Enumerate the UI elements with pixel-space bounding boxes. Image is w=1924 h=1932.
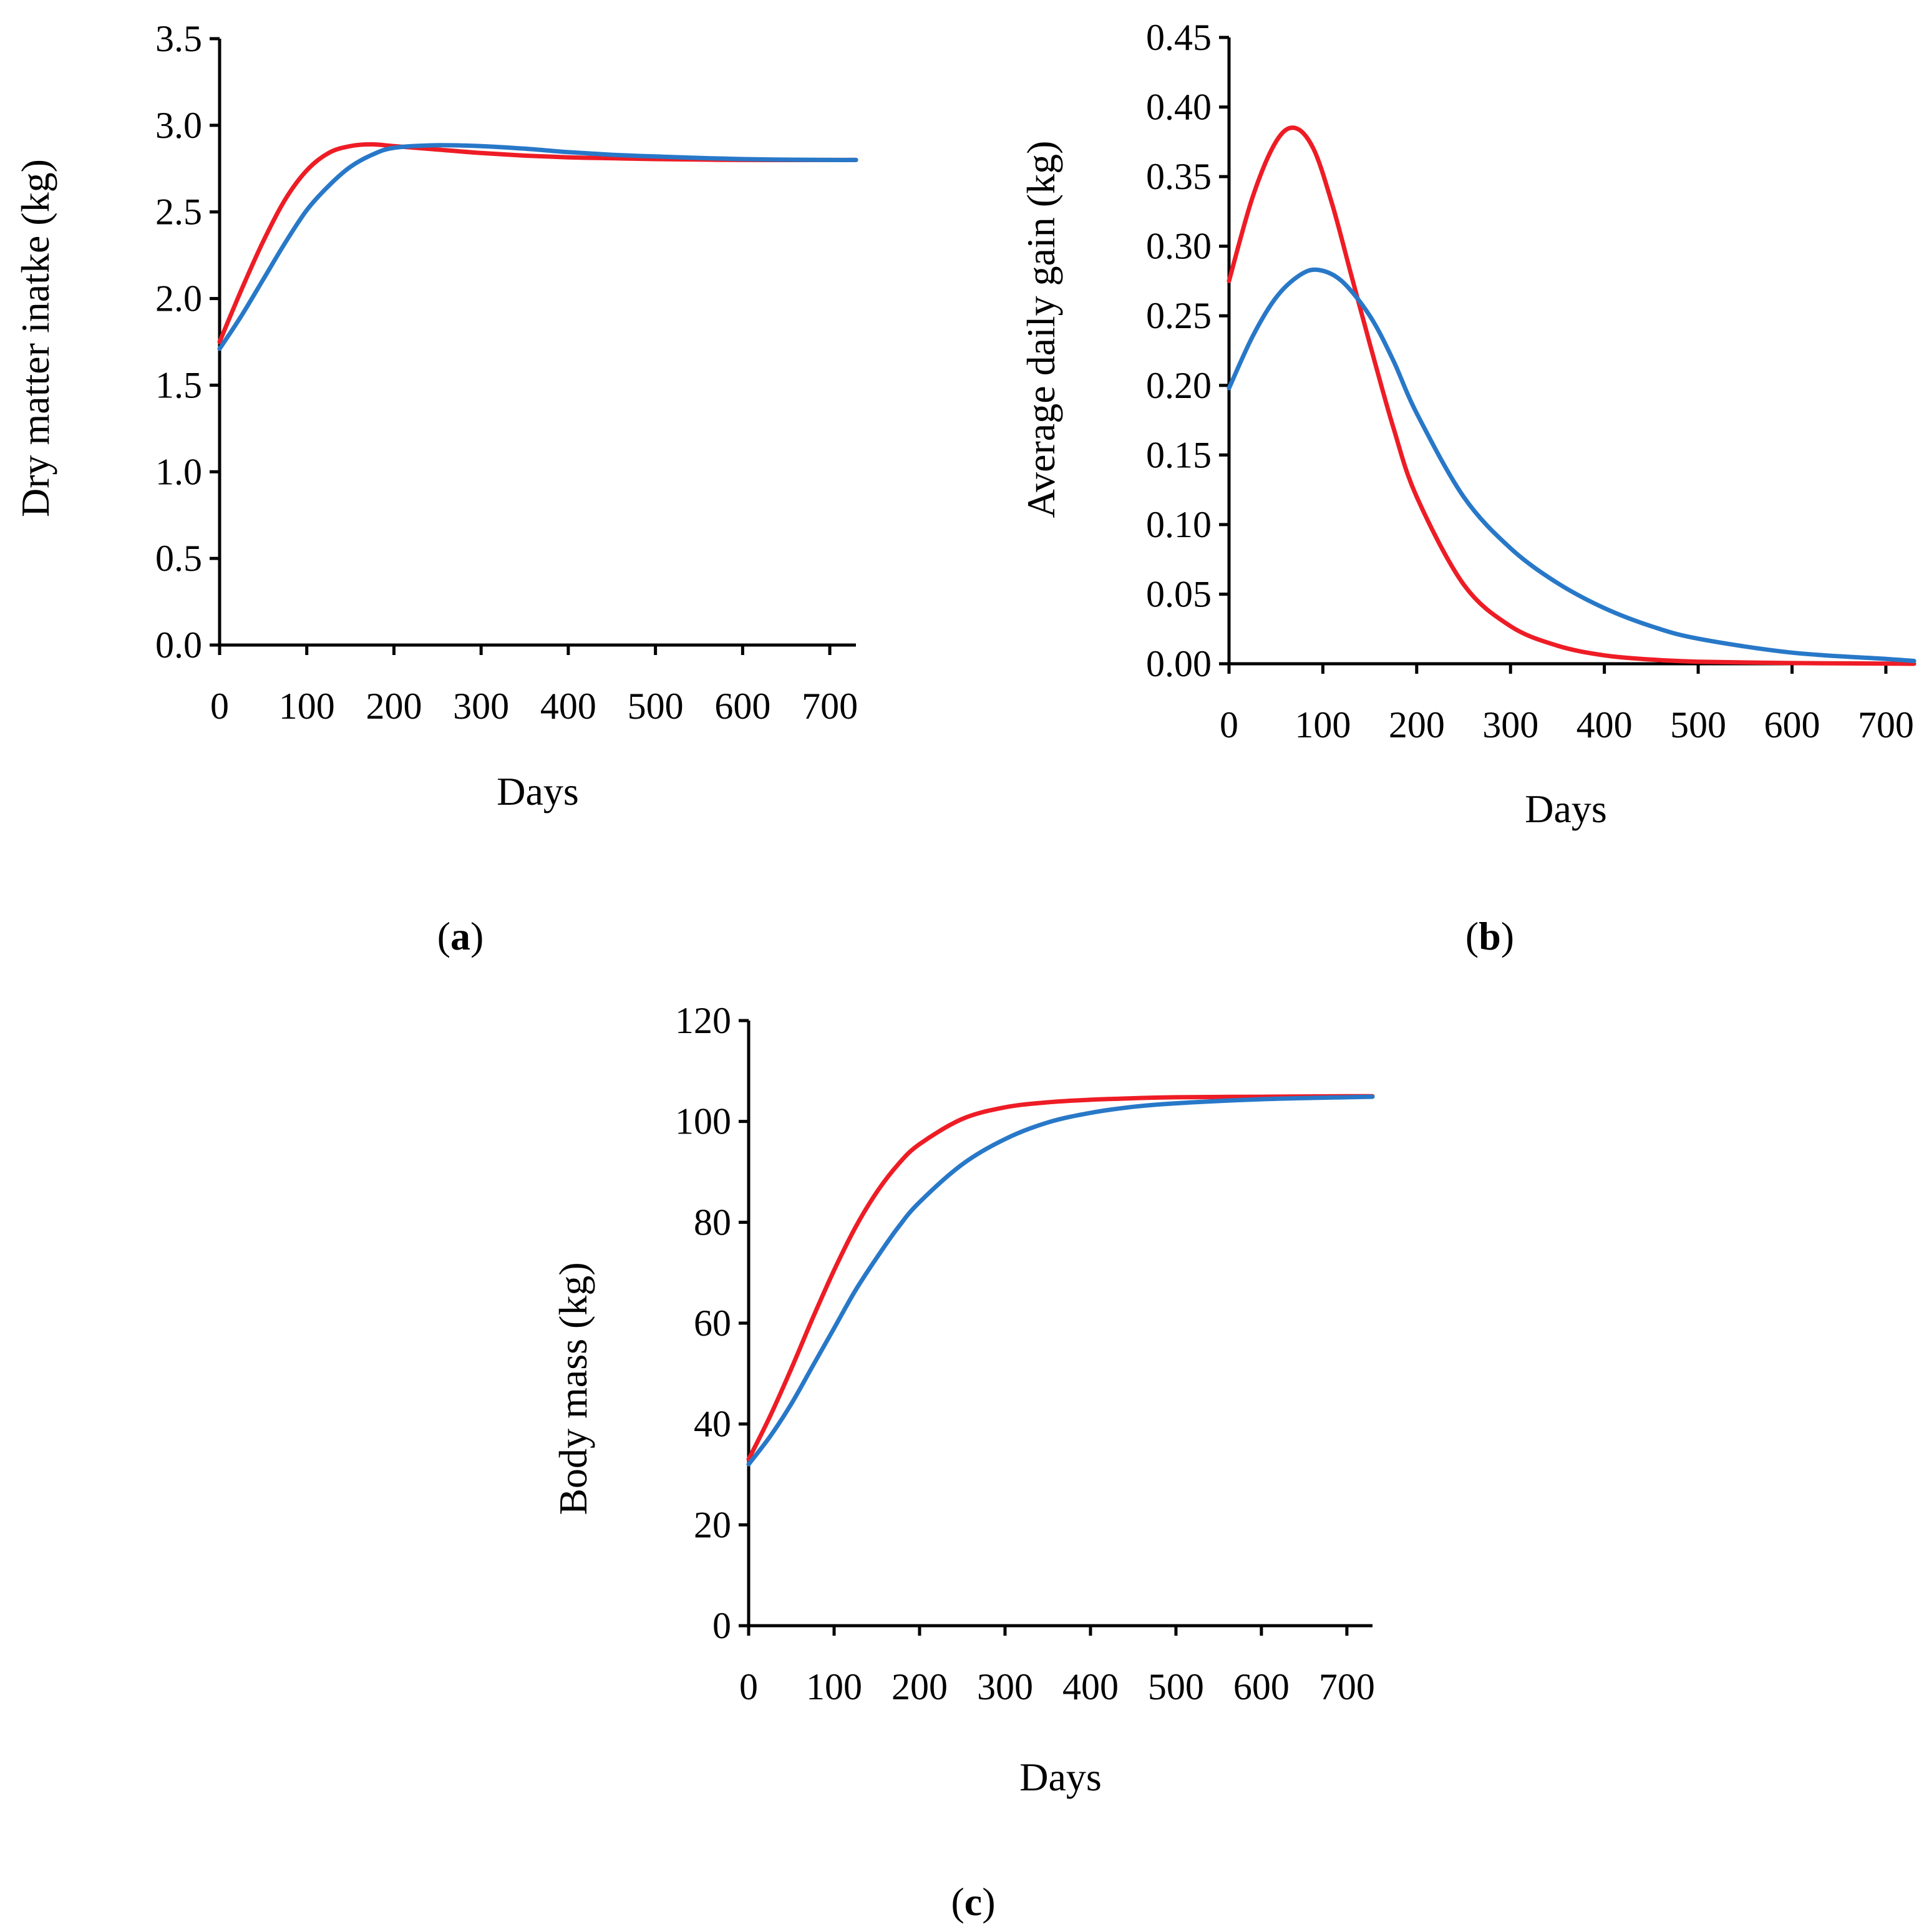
panel-b-y-tick-label: 0.00: [1146, 643, 1212, 684]
panel-c-x-tick-label: 0: [739, 1666, 758, 1707]
panel-b-label: (b): [1465, 914, 1514, 958]
panel-b-y-tick-label: 0.30: [1146, 226, 1212, 267]
panel-c-x-tick-label: 300: [977, 1666, 1033, 1707]
panel-b-y-tick-label: 0.05: [1146, 573, 1212, 614]
panel-b-y-tick-label: 0.40: [1146, 87, 1212, 128]
panel-c-x-tick-label: 100: [806, 1666, 862, 1707]
panel-c-y-tick-label: 100: [675, 1101, 731, 1142]
panel-c-y-axis-title: Body mass (kg): [551, 1262, 595, 1515]
panel-a-x-tick-label: 0: [210, 686, 229, 727]
panel-a-x-tick-label: 600: [714, 686, 770, 727]
panel-a-x-tick-label: 200: [366, 686, 422, 727]
panel-a-x-tick-label: 400: [540, 686, 596, 727]
panel-c-y-tick-label: 0: [712, 1605, 731, 1646]
panel-b-x-tick-label: 300: [1482, 704, 1538, 745]
panel-b-label-letter: b: [1479, 914, 1501, 958]
panel-a-y-tick-label: 3.0: [155, 105, 202, 146]
panel-a-y-tick-label: 0.0: [155, 624, 202, 666]
panel-b-y-tick-label: 0.45: [1146, 17, 1212, 58]
panel-c-chart: Body mass (kg) Days (c) 0 20 40 60 80 100 120 0…: [551, 1000, 1375, 1924]
panel-a-y-tick-label: 2.0: [155, 278, 202, 319]
panel-a-label: (a): [437, 914, 484, 958]
panel-a-series-blue-line: [217, 143, 858, 351]
panel-c-series-blue-line: [746, 1094, 1375, 1467]
panel-c-y-tick-label: 20: [694, 1504, 731, 1545]
panel-b-y-axis-title: Average daily gain (kg): [1019, 141, 1063, 518]
panel-c-label-letter: c: [964, 1880, 982, 1924]
panel-a-y-tick-label: 0.5: [155, 538, 202, 579]
panel-c-x-tick-label: 400: [1062, 1666, 1119, 1707]
panel-a-chart: Dry matter inatke (kg) Days (a) 0.0 0.5 1.…: [13, 18, 858, 958]
panel-a-y-tick-label: 2.5: [155, 192, 202, 233]
panel-b-y-tick-label: 0.15: [1146, 434, 1212, 475]
panel-b-x-tick-label: 700: [1858, 704, 1914, 745]
panel-a-label-letter: a: [450, 914, 470, 958]
panel-c-x-axis-title: Days: [1019, 1755, 1102, 1799]
panel-c-x-tick-label: 500: [1148, 1666, 1204, 1707]
panel-a-x-tick-label: 700: [802, 686, 858, 727]
panel-b-x-tick-label: 500: [1670, 704, 1726, 745]
panel-b-y-tick-label: 0.25: [1146, 295, 1212, 336]
panel-b-x-axis-title: Days: [1525, 787, 1607, 831]
panel-c-y-tick-label: 60: [694, 1303, 731, 1344]
panel-a-y-axis-title: Dry matter inatke (kg): [13, 159, 57, 517]
panel-b-x-tick-label: 0: [1220, 704, 1238, 745]
panel-c-y-tick-label: 40: [694, 1404, 731, 1445]
panel-a-series-red-line: [217, 142, 858, 344]
panel-a-y-tick-label: 3.5: [155, 18, 202, 59]
panel-c-series-red-line: [746, 1094, 1375, 1462]
panel-c-x-tick-label: 700: [1319, 1666, 1375, 1707]
panel-b-x-tick-label: 100: [1295, 704, 1351, 745]
panel-b-y-tick-label: 0.20: [1146, 365, 1212, 406]
panel-c-y-tick-label: 120: [675, 1000, 731, 1041]
panel-a-y-tick-label: 1.5: [155, 364, 202, 405]
panel-b-series-red-line: [1227, 125, 1917, 666]
panel-b-chart: Average daily gain (kg) Days (b) 0.00 0.0…: [1019, 17, 1917, 958]
panel-c-x-tick-label: 200: [892, 1666, 948, 1707]
panel-b-y-tick-label: 0.10: [1146, 504, 1212, 545]
panel-a-x-tick-label: 300: [453, 686, 509, 727]
panel-b-x-tick-label: 600: [1764, 704, 1820, 745]
panel-a-y-tick-label: 1.0: [155, 451, 202, 492]
panel-a-x-axis-title: Days: [497, 769, 579, 813]
panel-b-series-blue-line: [1227, 267, 1917, 663]
panel-a-x-tick-label: 500: [628, 686, 684, 727]
panel-a-x-tick-label: 100: [279, 686, 335, 727]
panel-b-x-tick-label: 400: [1577, 704, 1633, 745]
panel-c-y-tick-label: 80: [694, 1201, 731, 1243]
panel-b-x-tick-label: 200: [1389, 704, 1445, 745]
panel-c-x-tick-label: 600: [1233, 1666, 1290, 1707]
panel-c-label: (c): [951, 1880, 995, 1924]
panel-b-y-tick-label: 0.35: [1146, 156, 1212, 197]
